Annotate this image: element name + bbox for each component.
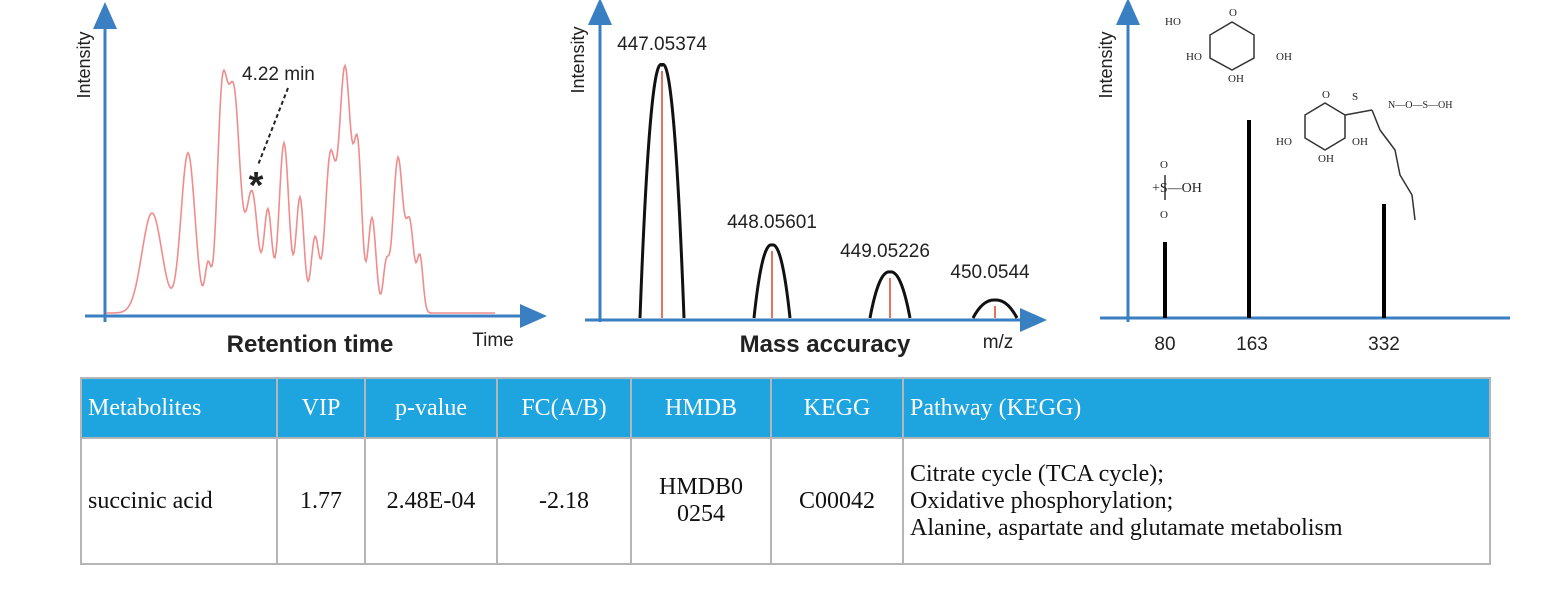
header-row: Metabolites VIP p-value FC(A/B) HMDB KEG… — [80, 377, 1491, 439]
y-label: Intensity — [1096, 31, 1116, 98]
atom-label: N—O—S—OH — [1388, 100, 1452, 111]
peak-envelope — [868, 270, 912, 319]
header-cell: VIP — [276, 377, 366, 439]
header-cell: p-value — [364, 377, 498, 439]
cell: -2.18 — [496, 437, 632, 565]
atom-label: O — [1160, 159, 1168, 171]
atom-label: OH — [1318, 153, 1334, 165]
peak-envelope — [752, 243, 792, 319]
atom-label: O — [1160, 209, 1168, 221]
marker: * — [249, 165, 264, 207]
peak-label: 450.0544 — [950, 262, 1030, 283]
cell: HMDB00254 — [630, 437, 772, 565]
isotope-peaks — [638, 62, 1019, 319]
peak-label: 447.05374 — [617, 34, 707, 55]
header-cell: KEGG — [770, 377, 904, 439]
atom-label: +S—OH — [1152, 181, 1202, 196]
atom-label: HO — [1186, 51, 1202, 63]
atom-label: OH — [1352, 136, 1368, 148]
metabolite-table: Metabolites VIP p-value FC(A/B) HMDB KEG… — [80, 377, 1491, 565]
atom-label: HO — [1276, 136, 1292, 148]
x-tick-label: 80 — [1154, 334, 1175, 355]
atom-label: OH — [1228, 73, 1244, 85]
atom-label: HO — [1165, 16, 1181, 28]
cell: 1.77 — [276, 437, 366, 565]
x-tick-label: 163 — [1236, 334, 1268, 355]
atom-label: OH — [1276, 51, 1292, 63]
cell: 2.48E-04 — [364, 437, 498, 565]
pathway: Oxidative phosphorylation; — [910, 487, 1174, 514]
cell-text: HMDB00254 — [658, 474, 743, 527]
pathway: Alanine, aspartate and glutamate metabol… — [910, 514, 1343, 541]
pathway: Citrate cycle (TCA cycle); — [910, 460, 1164, 487]
x-title: Mass accuracy — [740, 331, 911, 358]
annotation: 4.22 min — [242, 64, 315, 85]
annotation-line — [257, 87, 289, 166]
chromatogram — [106, 63, 495, 314]
x-title: Retention time — [227, 331, 394, 358]
peak-label: 449.05226 — [840, 241, 930, 262]
x-label: Time — [472, 330, 514, 351]
atom-label: O — [1229, 7, 1237, 19]
y-label: Intensity — [74, 31, 94, 98]
x-tick-label: 332 — [1368, 334, 1400, 355]
x-label: m/z — [983, 332, 1014, 353]
y-label: Intensity — [568, 26, 588, 93]
cell: succinic acid — [80, 437, 278, 565]
structure-labels: HO O HO OH OH O +S—OH O O S N—O—S—OH HO … — [1152, 7, 1452, 221]
header-cell: Pathway (KEGG) — [902, 377, 1491, 439]
atom-label: O — [1322, 89, 1330, 101]
header-cell: HMDB — [630, 377, 772, 439]
data-row: succinic acid 1.77 2.48E-04 -2.18 HMDB00… — [80, 437, 1491, 565]
peak-label: 448.05601 — [727, 212, 817, 233]
cell: Citrate cycle (TCA cycle); Oxidative pho… — [902, 437, 1491, 565]
header-cell: FC(A/B) — [496, 377, 632, 439]
atom-label: S — [1352, 91, 1358, 103]
figure: Intensity 4.22 min * Retention time Time… — [74, 0, 1510, 358]
structure-rings — [1164, 21, 1416, 221]
cell: C00042 — [770, 437, 904, 565]
header-cell: Metabolites — [80, 377, 278, 439]
peak-envelope — [638, 62, 686, 319]
peak-envelope — [971, 298, 1019, 319]
